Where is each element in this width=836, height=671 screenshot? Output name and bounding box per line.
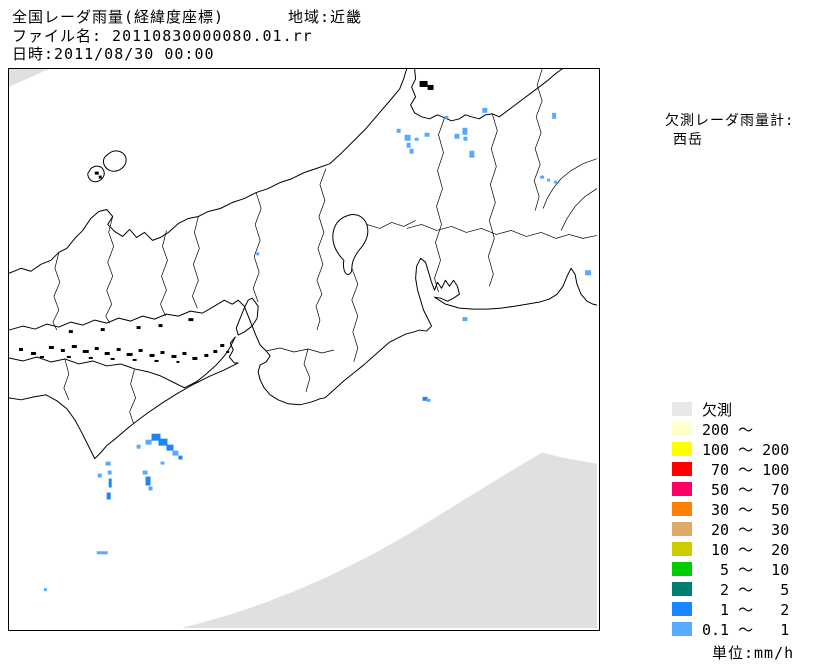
missing-area-bottom-right (181, 452, 597, 628)
rain-spot (404, 134, 411, 141)
rain-spot (136, 444, 141, 449)
legend-rows: 欠測 200 〜 100 〜 200 70 〜 100 50 〜 70 30 〜 5… (672, 399, 789, 639)
rain-spot (409, 148, 414, 154)
legend-row: 20 〜 30 (672, 519, 789, 539)
rain-spot (43, 588, 47, 592)
legend-row: 10 〜 20 (672, 539, 789, 559)
rain-spot (105, 461, 111, 466)
legend-swatch (672, 422, 692, 436)
region-label: 地域:近畿 (288, 8, 363, 26)
rain-spot (145, 439, 152, 445)
legend-row: 0.1 〜 1 (672, 619, 789, 639)
map-frame (8, 68, 600, 631)
rain-spot (462, 127, 468, 135)
legend-row: 200 〜 (672, 419, 789, 439)
missing-area-top-left (9, 69, 49, 87)
legend-label: 20 〜 30 (702, 520, 790, 539)
rain-spot (444, 115, 449, 119)
rain-spot (396, 128, 401, 133)
legend-label: 0.1 〜 1 (702, 620, 790, 639)
legend-label: 5 〜 10 (702, 560, 790, 579)
legend-swatch (672, 562, 692, 576)
rain-spot (454, 133, 460, 139)
legend-swatch (672, 582, 692, 596)
prefecture-borders (52, 69, 597, 424)
rain-spot (422, 396, 428, 401)
legend-label: 70 〜 100 (702, 460, 790, 479)
rain-spot (108, 478, 112, 488)
rain-spot (414, 137, 419, 141)
unit-label: 単位:mm/h (712, 644, 795, 662)
missing-radar-note-line2: 西岳 (673, 132, 703, 148)
rain-spot (584, 270, 591, 276)
map-canvas (9, 69, 597, 628)
rain-spot (148, 486, 153, 491)
coastlines (9, 69, 597, 460)
rain-spot (552, 112, 557, 119)
legend-row: 50 〜 70 (672, 479, 789, 499)
legend-swatch (672, 502, 692, 516)
rain-spot (107, 470, 112, 475)
legend-swatch (672, 522, 692, 536)
legend-label: 100 〜 200 (702, 440, 790, 459)
legend-swatch (672, 542, 692, 556)
legend-row: 1 〜 2 (672, 599, 789, 619)
rain-spot (172, 450, 179, 456)
legend-label: 200 〜 (702, 420, 754, 439)
rain-spot (178, 455, 183, 460)
rain-spot (540, 175, 545, 179)
legend-swatch (672, 462, 692, 476)
rain-spot (256, 252, 260, 256)
legend-label: 欠測 (702, 400, 733, 419)
rain-spot (106, 492, 111, 500)
rain-spot (145, 476, 151, 486)
legend-swatch (672, 602, 692, 616)
rain-spot (547, 178, 551, 182)
rain-spot (160, 461, 165, 465)
legend-row: 2 〜 5 (672, 579, 789, 599)
legend-swatch (672, 482, 692, 496)
missing-radar-note-line1: 欠測レーダ雨量計: (665, 113, 795, 129)
legend-row: 5 〜 10 (672, 559, 789, 579)
legend-swatch (672, 622, 692, 636)
datetime-line: 日時:2011/08/30 00:00 (12, 45, 215, 63)
rain-spots-layer (43, 107, 591, 592)
legend-row: 欠測 (672, 399, 789, 419)
rainfall-legend: 欠測 200 〜 100 〜 200 70 〜 100 50 〜 70 30 〜 5… (672, 399, 789, 639)
rain-spot (462, 317, 468, 322)
legend-label: 50 〜 70 (702, 480, 790, 499)
rain-spot (426, 398, 431, 402)
rain-spot (406, 142, 411, 148)
small-islands (19, 80, 434, 363)
legend-label: 2 〜 5 (702, 580, 790, 599)
legend-row: 30 〜 50 (672, 499, 789, 519)
missing-radar-note: 欠測レーダ雨量計: 西岳 (665, 112, 794, 150)
legend-row: 70 〜 100 (672, 459, 789, 479)
legend-label: 1 〜 2 (702, 600, 790, 619)
legend-row: 100 〜 200 (672, 439, 789, 459)
rain-spot (463, 136, 468, 141)
rain-spot (96, 551, 108, 555)
legend-swatch (672, 442, 692, 456)
rain-spot (482, 107, 488, 113)
legend-label: 10 〜 20 (702, 540, 790, 559)
rain-spot (142, 470, 148, 475)
rain-spot (554, 180, 558, 184)
rain-spot (151, 433, 161, 441)
file-name-line: ファイル名: 20110830000080.01.rr (12, 27, 313, 45)
page-title: 全国レーダ雨量(経緯度座標) (12, 8, 225, 26)
legend-swatch (672, 402, 692, 416)
rain-spot (469, 150, 475, 158)
legend-label: 30 〜 50 (702, 500, 790, 519)
rain-spot (166, 444, 174, 451)
rain-spot (158, 438, 168, 446)
rain-spot (97, 473, 102, 478)
rain-spot (424, 132, 430, 137)
